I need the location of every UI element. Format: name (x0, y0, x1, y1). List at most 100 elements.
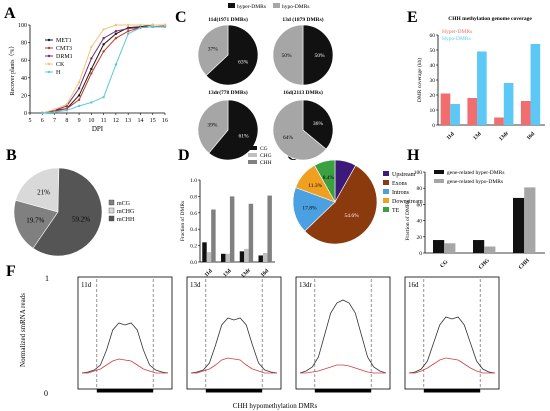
panel-h-bar-hypo (444, 243, 456, 253)
panel-f-y-tick-label: 1 (45, 274, 49, 283)
panel-h-y-tick-label: 0 (419, 251, 422, 257)
panel-a-point (114, 63, 118, 66)
panel-d-legend-swatch (248, 146, 257, 150)
panel-b-slice (15, 167, 60, 213)
panel-g-slice-label: 11.3% (308, 183, 322, 189)
panel-a-point (139, 23, 142, 27)
panel-d-legend-label: CHG (260, 153, 272, 159)
panel-e-x-tick-label: 13dr (498, 130, 510, 142)
panel-a-x-tick-label: 10 (88, 118, 94, 124)
panel-f-subplot-frame (404, 276, 500, 390)
panel-e-y-tick-label: 30 (430, 78, 436, 84)
panel-h-y-tick-label: 60 (417, 202, 423, 208)
panel-e-bar-hypo (503, 83, 514, 125)
panel-f-subplot-title: 16d (408, 281, 419, 289)
panel-a-point (126, 29, 130, 33)
panel-a-x-tick-label: 13 (125, 118, 131, 124)
panel-a-y-tick-label: 100 (18, 23, 27, 29)
panel-f-subplot-frame (186, 276, 282, 390)
panel-e-legend-label: Hypo-DMRs (442, 36, 471, 42)
panel-f-subplot-title: 13dr (299, 281, 313, 289)
panel-b-slice-label: 19.7% (26, 216, 44, 224)
panel-f-line-red (409, 357, 495, 374)
panel-c-pie-0-slice (205, 24, 259, 86)
panel-e-bar-hyper (494, 117, 504, 125)
panel-e-x-tick-label: 11d (446, 131, 456, 141)
panel-g-legend-swatch (383, 207, 389, 212)
panel-a-point (102, 43, 105, 46)
panel-f-subplot-title: 13d (190, 281, 201, 289)
panel-a-legend-label: MET1 (56, 38, 72, 44)
panel-e-bar-hypo (477, 51, 487, 125)
panel-g-slice-label: 8.4% (323, 175, 335, 181)
panel-f-dmr-bar (314, 389, 372, 393)
panel-d-bar-cg (258, 255, 263, 262)
panel-h-y-axis-label: Fraction of DMRs (404, 200, 411, 240)
panel-c-pie-3-slice (302, 99, 334, 150)
panel-f-subplot-frame (77, 276, 173, 390)
panel-c-pie-title: 16d(2113 DMRs) (283, 89, 323, 96)
panel-g-slice-label: 54.6% (344, 213, 359, 219)
panel-a-point (77, 98, 81, 102)
panel-a-x-tick-label: 8 (65, 118, 68, 124)
panel-a-point (77, 104, 81, 108)
panel-a-point (163, 23, 167, 27)
panel-e-legend-label: Hyper-DMRs (442, 29, 472, 35)
panel-c-slice-label: 63% (238, 60, 249, 66)
panel-g-slice-label: 17.8% (302, 205, 317, 211)
panel-d-legend-swatch (248, 160, 257, 164)
panel-c-legend-label: hypo-DMRs (282, 4, 310, 10)
panel-letter-b: B (6, 147, 17, 164)
panel-d-y-tick-label: 0.4 (190, 227, 197, 233)
panel-a-point (77, 87, 81, 90)
panel-h-bar-hypo (524, 187, 536, 253)
panel-a-legend-marker (47, 46, 51, 50)
panel-f-dmr-bar (423, 389, 481, 393)
panel-a-point (65, 109, 69, 112)
panel-d-x-tick-label: 13d (222, 268, 232, 278)
panel-d-bar-cg (202, 242, 207, 262)
panel-a-y-axis-label: Recover plants（%） (9, 43, 16, 96)
panel-a-legend-marker (47, 70, 51, 74)
panel-a-point (90, 101, 93, 104)
panel-g-legend-label: Introns (392, 190, 410, 196)
panel-b-legend-label: mCHH (117, 217, 135, 223)
panel-a-point (102, 37, 105, 40)
panel-f-y-axis-label: Normalized smRNA reads (19, 293, 27, 367)
panel-b-legend-swatch (108, 215, 115, 222)
panel-a-x-tick-label: 15 (150, 118, 156, 124)
panel-b-legend-label: mCG (117, 201, 131, 207)
panel-a-legend-label: CMT3 (56, 46, 72, 52)
panel-c-pie-1-slice (272, 24, 304, 86)
panel-a-y-tick-label: 60 (21, 58, 27, 64)
panel-d-x-tick-label: 13dr (240, 267, 252, 279)
panel-a-x-tick-label: 11 (101, 118, 107, 124)
panel-a-legend-marker (47, 54, 51, 58)
panel-c-pie-charts: hyper-DMRs hypo-DMRs 11d(1971 DMRs) 63% 37% 1… (197, 3, 334, 161)
panel-c-pie-2-slice (197, 99, 229, 154)
panel-a-point (126, 23, 130, 27)
panel-f-subplot-2: 13dr (295, 276, 391, 393)
panel-a-x-tick-label: 7 (53, 118, 56, 124)
panel-a-point (151, 25, 154, 28)
panel-d-y-axis-label: Fraction of DMRs (179, 201, 186, 241)
panel-a-point (114, 29, 118, 33)
panel-f-profile-plots: Normalized smRNA reads 1 0 CHH hypomethylat… (19, 274, 500, 410)
panel-d-bar-chg (225, 253, 230, 262)
panel-d-y-tick-label: 0.0 (190, 260, 197, 266)
panel-b-slice-label: 59.2% (72, 215, 90, 223)
panel-h-y-tick-label: 100 (414, 170, 423, 176)
panel-f-line-black (299, 299, 387, 374)
panel-d-legend-label: CG (260, 146, 268, 152)
panel-a-point (65, 103, 69, 106)
panel-a-point (90, 72, 93, 75)
panel-a-point (41, 111, 44, 115)
panel-d-bar-chh (229, 196, 235, 262)
panel-h-bar-chart: 0 20 40 60 80 100 Fraction of DMRs CG CHG CHH gene… (404, 170, 545, 271)
panel-e-bar-hyper (440, 93, 451, 125)
panel-c-legend-swatch (273, 3, 280, 8)
panel-a-y-tick-label: 0 (24, 111, 27, 117)
panel-d-x-tick-label: 16d (260, 268, 270, 278)
panel-a-point (102, 50, 105, 53)
panel-a-point (126, 32, 130, 35)
